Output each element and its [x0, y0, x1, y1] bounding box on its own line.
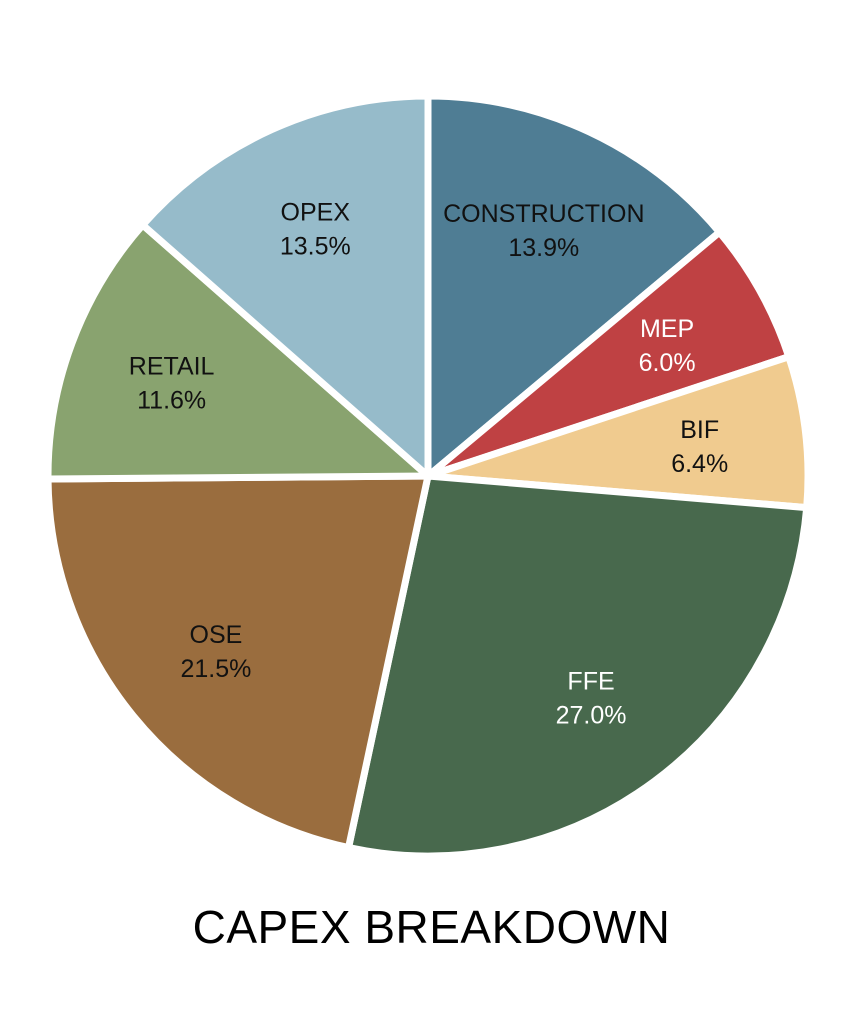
pie-slice-ose — [44, 472, 432, 852]
slice-value-retail: 11.6% — [137, 386, 206, 414]
chart-title: CAPEX BREAKDOWN — [192, 901, 671, 953]
pie-slice-construction — [424, 92, 723, 480]
slice-value-opex: 13.5% — [280, 233, 351, 261]
pie-chart: CONSTRUCTION 13.9% MEP 6.0% BIF 6.4% FFE 27.0% O… — [44, 92, 812, 860]
slice-label-ffe: FFE — [567, 668, 614, 696]
slice-label-bif: BIF — [680, 416, 719, 444]
slice-value-mep: 6.0% — [639, 349, 696, 377]
slice-label-opex: OPEX — [281, 199, 351, 227]
slice-value-ffe: 27.0% — [556, 702, 627, 730]
slice-value-construction: 13.9% — [508, 234, 579, 262]
slice-label-construction: CONSTRUCTION — [443, 200, 644, 228]
pie-slices — [44, 92, 812, 860]
slice-value-bif: 6.4% — [671, 450, 728, 478]
slice-value-ose: 21.5% — [180, 655, 251, 683]
slice-label-ose: OSE — [190, 621, 243, 649]
slice-label-retail: RETAIL — [129, 352, 215, 380]
pie-slice-retail — [44, 221, 432, 483]
slice-label-mep: MEP — [640, 315, 694, 343]
pie-labels: CONSTRUCTION 13.9% MEP 6.0% BIF 6.4% FFE 27.0% O… — [129, 199, 728, 730]
pie-slice-bif — [424, 353, 812, 512]
pie-slice-opex — [139, 92, 432, 480]
pie-slice-ffe — [345, 472, 811, 860]
